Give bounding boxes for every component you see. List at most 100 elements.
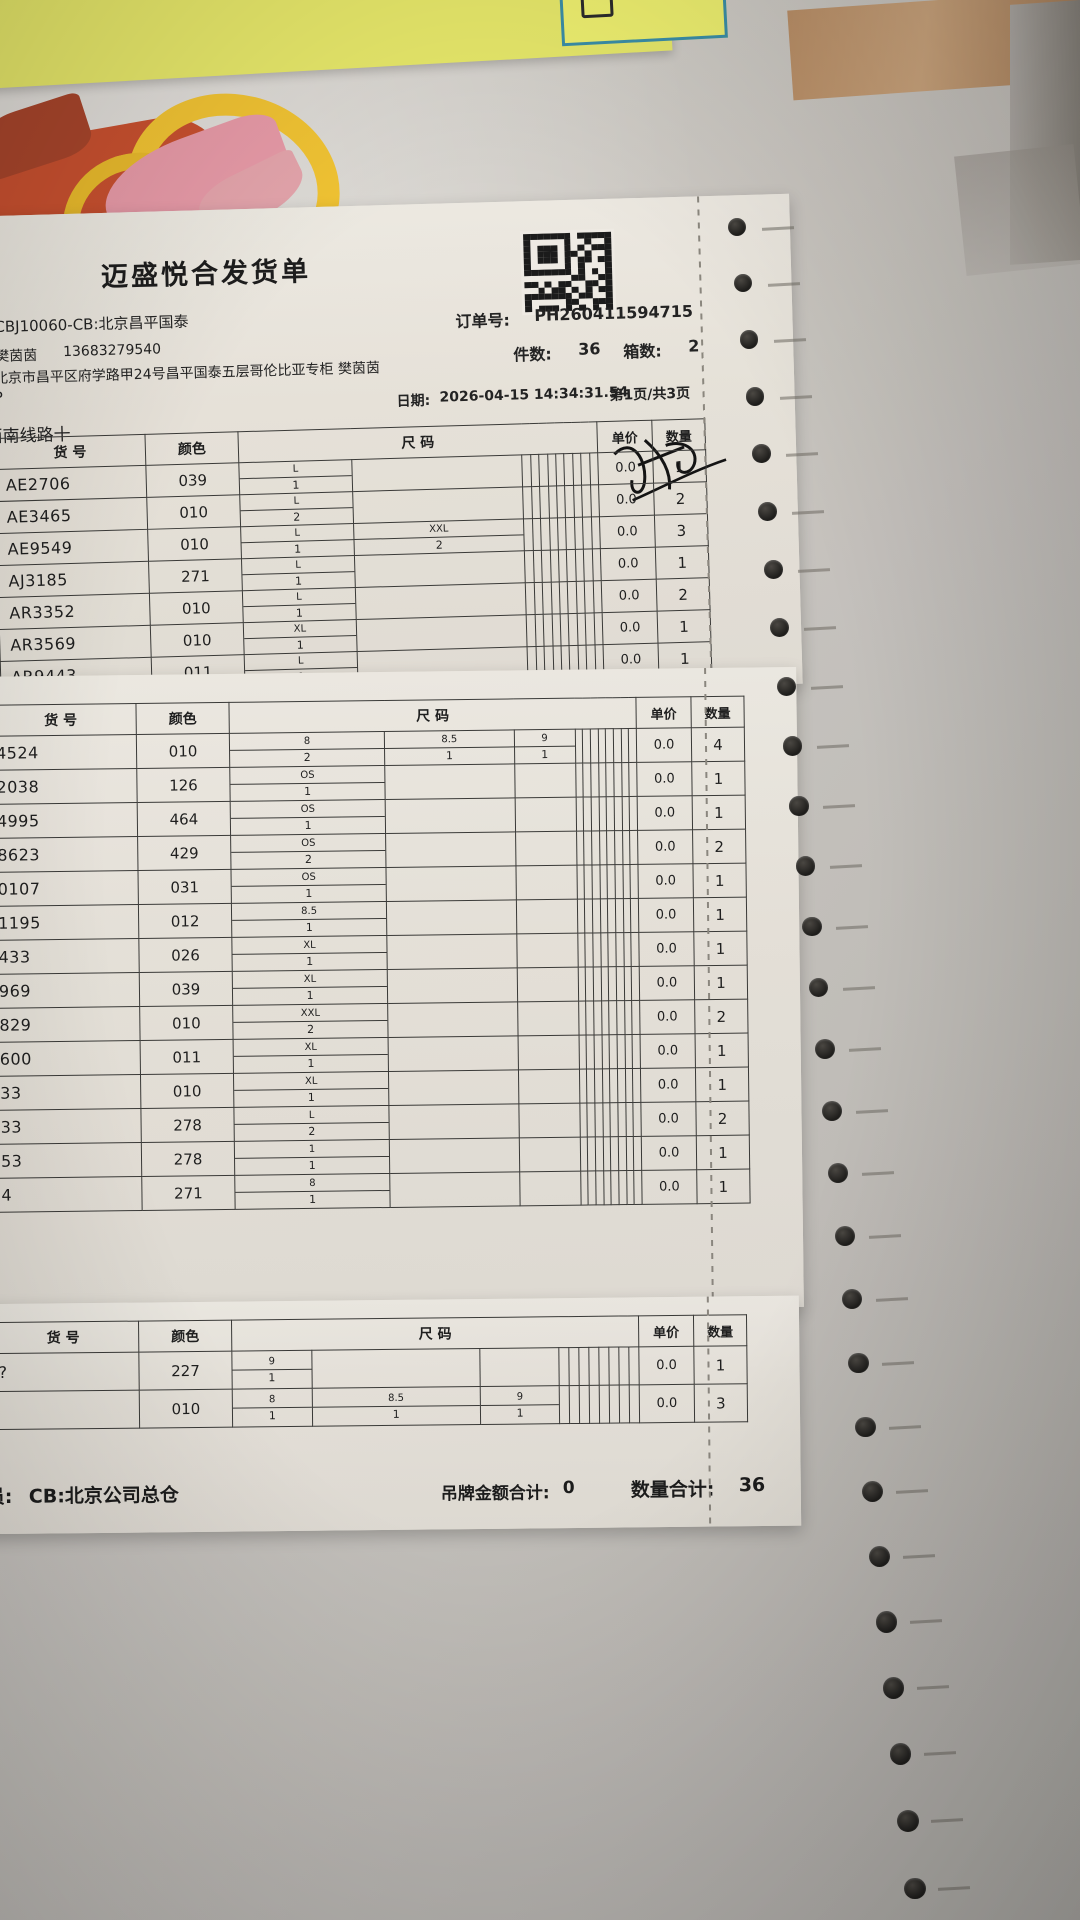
cell-size-empty [386,865,516,902]
col-qty: 数量 [651,418,706,452]
cell-size-empty [609,1385,620,1424]
address-suffix: P [0,389,4,407]
cell-size-empty [559,1347,570,1386]
cell-size-empty [579,1347,590,1386]
invoice-sheet-3: 货 号颜色尺 码单价 数量? 227 9 1 0.0 1 010 8 1 8.5 1 9 1 0.0 3 务员… [0,1295,802,1535]
order-no-label: 订单号: [455,310,511,332]
size-label: OS [231,834,386,853]
table-row: 010 8 1 8.5 1 9 1 0.0 3 [0,1383,748,1430]
size-label: 9 [514,730,575,748]
cell-color: 039 [145,462,240,498]
cell-size-empty [579,1385,590,1424]
cell-price: 0.0 [637,795,693,831]
cell-size: XXL 2 [232,1003,389,1040]
cell-size-empty [351,454,523,492]
cell-size-empty [389,1137,520,1174]
cell-size-empty [352,486,524,524]
cell-size-empty [389,1171,520,1208]
qr-code [519,228,617,316]
size-label: 8 [229,732,385,751]
cell-color: 012 [138,903,232,939]
cell-size-empty [311,1348,481,1389]
tractor-feed-strip-1 [693,194,803,687]
date-label: 日期: [396,392,431,410]
feed-hole [745,387,765,406]
cell-color: 010 [139,1389,233,1429]
cell-price: 0.0 [636,727,692,763]
items-table-2: 货 号颜色尺 码单价 数量 4524 010 8 2 8.5 1 9 1 0.0 4 2038 126 OS… [0,696,751,1213]
size-label: OS [230,800,386,819]
clerk-label: 务员: [0,1485,13,1509]
feed-hole [808,977,829,998]
feed-hole [841,1288,863,1310]
cell-code: 0107 [0,870,139,907]
feed-hole [896,1810,919,1833]
size-label: XL [234,1072,389,1091]
feed-hole [758,501,777,521]
items-table-3: 货 号颜色尺 码单价 数量? 227 9 1 0.0 1 010 8 1 8.5 1 9 1 0.0 3 [0,1314,748,1430]
size-qty: 1 [308,1158,316,1172]
size-qty: 1 [541,747,549,762]
feed-hole [904,1877,926,1900]
cell-color: 429 [137,835,231,871]
cell-size-empty [515,831,577,866]
cell-code: AE3465 [0,497,148,534]
feed-hole [752,444,771,463]
feed-hole [855,1416,876,1438]
cell-price: 0.0 [597,451,654,485]
col-price: 单价 [638,1315,694,1347]
amount-total-value: 0 [562,1478,575,1499]
cell-qty: 1 [652,449,707,484]
cell-color: 026 [138,937,233,973]
cell-color: 126 [136,767,231,803]
cell-price: 0.0 [638,1346,695,1385]
size-label: 8 [232,1391,312,1409]
cell-size-empty [388,1035,519,1072]
cell-size-empty [388,1069,519,1106]
cell-color: 010 [146,494,241,530]
invoice-sheet-1: 迈盛悦合发货单 CBJ10060-CB:北京昌平国泰 樊茵茵 136832795… [0,193,803,726]
cell-color: 227 [138,1351,233,1391]
cell-size: XL 1 [243,619,357,655]
cell-size-empty [589,1385,600,1424]
cell-code: 33 [0,1108,142,1145]
cell-size-empty [519,1171,581,1206]
col-color: 颜色 [135,702,230,735]
page-indicator: 第1页/共3页 [609,385,691,404]
cell-color: 278 [140,1107,235,1143]
cell-size-empty [569,1347,580,1386]
cell-size: OS 1 [230,867,387,904]
cell-size-empty [515,865,578,900]
piece-count-value: 36 [577,339,601,359]
cell-size-empty [628,1346,640,1385]
size-qty: 1 [516,1406,524,1420]
cell-code: 433 [0,938,140,975]
contact-name: 樊茵茵 [0,347,38,366]
col-size: 尺 码 [231,1315,639,1352]
tag-square-icon [580,0,614,19]
cell-size: XL 1 [233,1071,390,1108]
col-price: 单价 [596,420,653,453]
cell-code: ? [0,1352,140,1392]
cell-size: OS 1 [230,799,386,836]
cell-size-empty [516,967,579,1002]
size-qty: 1 [305,920,313,934]
cell-size-empty [384,763,515,800]
cell-qty: 2 [653,481,708,516]
cell-size-empty [515,899,578,934]
tractor-feed-strip-3 [703,1296,801,1527]
cell-color: 464 [137,801,231,837]
size-qty: 1 [304,784,312,798]
cell-size-empty [387,967,518,1004]
feed-hole [770,618,790,638]
cell-size-empty [599,1385,610,1424]
feed-hole [875,1611,898,1633]
size-qty: 1 [392,1407,400,1421]
